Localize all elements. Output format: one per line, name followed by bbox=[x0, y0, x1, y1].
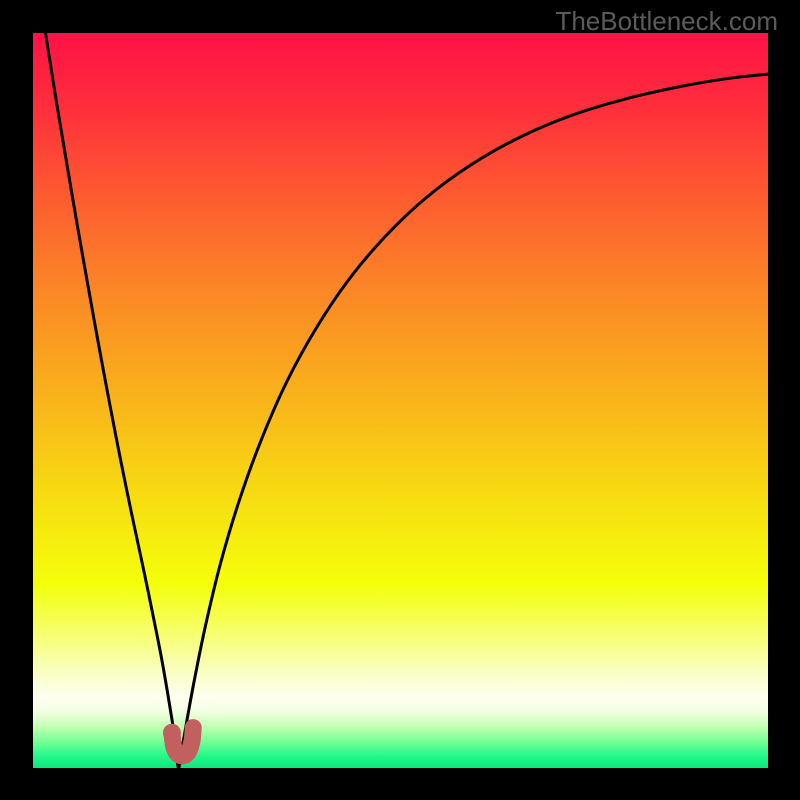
watermark-text: TheBottleneck.com bbox=[555, 6, 778, 37]
chart-stage: TheBottleneck.com bbox=[0, 0, 800, 800]
notch-marker bbox=[163, 724, 193, 756]
plot-svg bbox=[0, 0, 800, 800]
plot-background-gradient bbox=[33, 33, 768, 768]
